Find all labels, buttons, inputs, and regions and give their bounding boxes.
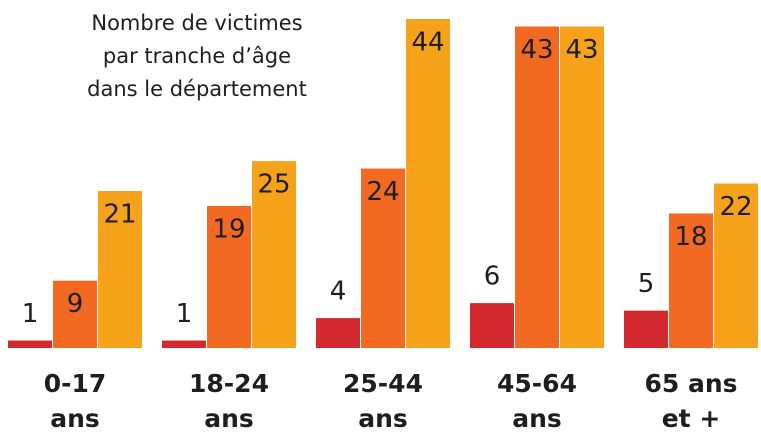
x-tick-label: 18-24 [189,369,269,398]
value-label: 4 [330,277,347,307]
bar [714,183,758,348]
bar [98,190,142,348]
bar [560,26,604,349]
x-tick-label: 65 ans [644,369,737,398]
x-tick-label: ans [358,404,408,433]
x-tick-label: ans [204,404,254,433]
value-label: 1 [22,299,39,329]
chart-title: par tranche d’âge [103,44,291,68]
bar [252,161,296,348]
bar [53,280,97,348]
x-tick-label: ans [512,404,562,433]
chart-title: dans le département [87,77,307,101]
bar [515,26,559,349]
bar [162,340,206,348]
value-label: 21 [103,199,136,229]
value-label: 44 [411,28,444,58]
x-tick-label: 45-64 [497,369,577,398]
chart-title: Nombre de victimes [91,11,302,35]
x-tick-label: et + [662,404,721,433]
value-label: 19 [212,214,245,244]
bar [361,168,405,348]
bar [406,19,450,348]
x-tick-label: 0-17 [44,369,107,398]
value-label: 18 [674,222,707,252]
value-label: 22 [719,192,752,222]
bar [8,340,52,348]
bar [316,318,360,348]
value-label: 9 [67,289,84,319]
bar [624,310,668,348]
bar [470,303,514,348]
value-label: 43 [565,35,598,65]
x-tick-label: 25-44 [343,369,423,398]
bar [669,213,713,348]
value-label: 6 [484,262,501,292]
value-label: 43 [520,35,553,65]
value-label: 24 [366,177,399,207]
x-tick-label: ans [50,404,100,433]
value-label: 1 [176,299,193,329]
value-label: 25 [257,170,290,200]
value-label: 5 [638,269,655,299]
bar [207,205,251,348]
